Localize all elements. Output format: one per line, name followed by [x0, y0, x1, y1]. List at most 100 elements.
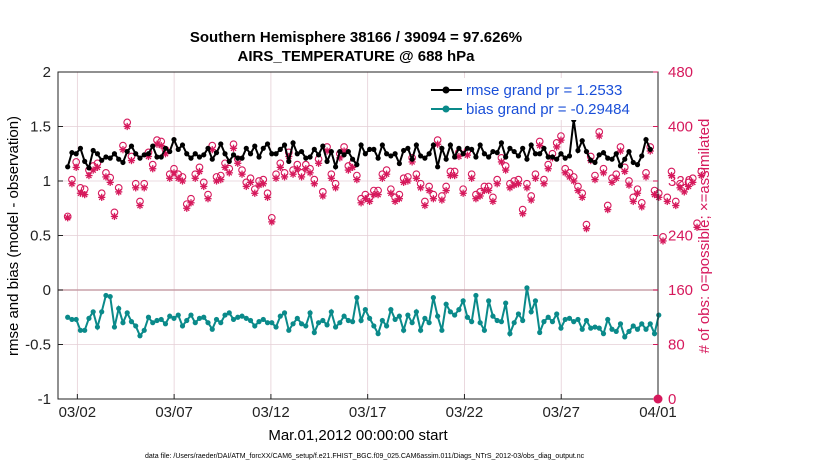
bias-point — [205, 320, 211, 326]
rmse-point — [298, 148, 305, 155]
rmse-point — [630, 159, 636, 166]
obs-assimilated-point — [157, 141, 165, 150]
obs-assimilated-point — [136, 201, 144, 210]
left-tick-label: -1 — [38, 391, 51, 408]
bias-point — [303, 323, 309, 329]
obs-assimilated-point — [365, 197, 374, 206]
obs-assimilated-point — [234, 159, 242, 167]
rmse-point — [622, 156, 628, 162]
obs-assimilated-point — [246, 178, 255, 186]
obs-assimilated-point — [93, 163, 102, 171]
chart-title: Southern Hemisphere 38166 / 39094 = 97.6… — [190, 29, 522, 46]
legend-rmse-marker — [442, 86, 450, 94]
obs-assimilated-point — [468, 174, 476, 182]
obs-assimilated-point — [612, 174, 620, 182]
x-axis-ticks: 03/02 03/07 03/12 03/17 03/22 03/27 04/01 — [59, 394, 677, 421]
bias-point — [252, 323, 258, 329]
rmse-point — [422, 155, 428, 161]
obs-assimilated-point — [68, 180, 76, 188]
rmse-point — [65, 164, 71, 170]
obs-assimilated-point — [229, 144, 238, 152]
rmse-point — [554, 156, 560, 162]
obs-assimilated-point — [132, 184, 140, 192]
rmse-point — [226, 158, 232, 164]
obs-assimilated-point — [204, 195, 212, 203]
obs-assimilated-point — [314, 159, 323, 167]
bias-point — [171, 315, 177, 321]
left-tick-label: 2 — [43, 64, 51, 81]
bias-point — [175, 312, 181, 318]
rmse-point — [388, 153, 394, 159]
obs-assimilated-point — [98, 193, 106, 201]
bias-point — [528, 309, 534, 315]
rmse-point — [426, 151, 432, 157]
obs-assimilated-point — [689, 178, 697, 186]
bias-point — [507, 331, 513, 337]
bias-point — [524, 285, 530, 291]
rmse-point — [162, 145, 169, 151]
rmse-point — [141, 152, 147, 158]
bias-point — [575, 316, 581, 323]
bias-point — [422, 315, 428, 321]
bias-point — [213, 316, 220, 323]
bias-point — [111, 324, 118, 330]
bias-point — [626, 328, 632, 335]
right-tick-label: 320 — [668, 173, 693, 190]
x-tick-label: 03/22 — [446, 404, 484, 421]
x-axis-label: Mar.01,2012 00:00:00 start — [268, 427, 448, 444]
rmse-point — [175, 146, 181, 152]
bias-point — [452, 312, 458, 318]
obs-assimilated-point — [536, 141, 544, 150]
bias-point — [145, 314, 152, 320]
bias-point — [120, 320, 126, 326]
obs-assimilated-point — [621, 167, 629, 176]
right-axis-zero-marker — [653, 394, 663, 404]
obs-assimilated-point — [272, 174, 280, 182]
rmse-point — [86, 165, 92, 171]
rmse-point — [294, 151, 300, 157]
obs-assimilated-point — [425, 186, 433, 195]
bias-point — [413, 309, 419, 315]
bias-point — [613, 328, 619, 335]
bias-point — [430, 295, 436, 301]
obs-assimilated-point — [85, 171, 93, 180]
bias-point — [520, 317, 526, 324]
bias-point — [617, 321, 624, 327]
obs-assimilated-point — [421, 201, 429, 210]
obs-assimilated-point — [570, 177, 578, 185]
bias-point — [320, 317, 326, 324]
x-tick-label: 03/12 — [252, 404, 290, 421]
bias-point — [247, 317, 254, 324]
rmse-point — [588, 157, 594, 163]
bias-point — [192, 320, 198, 326]
bias-point — [260, 316, 266, 323]
rmse-point — [260, 145, 266, 151]
x-tick-label: 03/17 — [349, 404, 387, 421]
legend-rmse-label: rmse grand pr = 1.2533 — [466, 82, 622, 99]
rmse-point — [90, 147, 96, 154]
rmse-point — [184, 151, 190, 157]
rmse-point — [613, 151, 619, 157]
bias-point — [167, 313, 173, 319]
bias-point — [371, 323, 377, 329]
bias-point — [162, 321, 169, 327]
rmse-point — [579, 138, 585, 144]
rmse-point — [303, 155, 309, 161]
y-axis-label-right: # of obs: o=possible; ×=assimilated — [696, 119, 713, 354]
obs-assimilated-point — [451, 171, 459, 180]
obs-assimilated-point — [412, 174, 420, 182]
obs-assimilated-point — [225, 169, 233, 177]
legend-bias-marker — [442, 105, 450, 113]
obs-assimilated-point — [417, 184, 425, 192]
rmse-point — [583, 148, 590, 155]
bias-point — [154, 317, 160, 324]
bias-point — [65, 314, 71, 320]
bias-point — [375, 331, 381, 337]
rmse-point — [192, 151, 198, 157]
obs-assimilated-point — [191, 174, 199, 182]
rmse-point — [230, 152, 237, 158]
obs-assimilated-point — [540, 180, 548, 188]
obs-assimilated-point — [374, 191, 382, 199]
obs-assimilated-point — [655, 193, 663, 201]
rmse-point — [320, 143, 326, 149]
